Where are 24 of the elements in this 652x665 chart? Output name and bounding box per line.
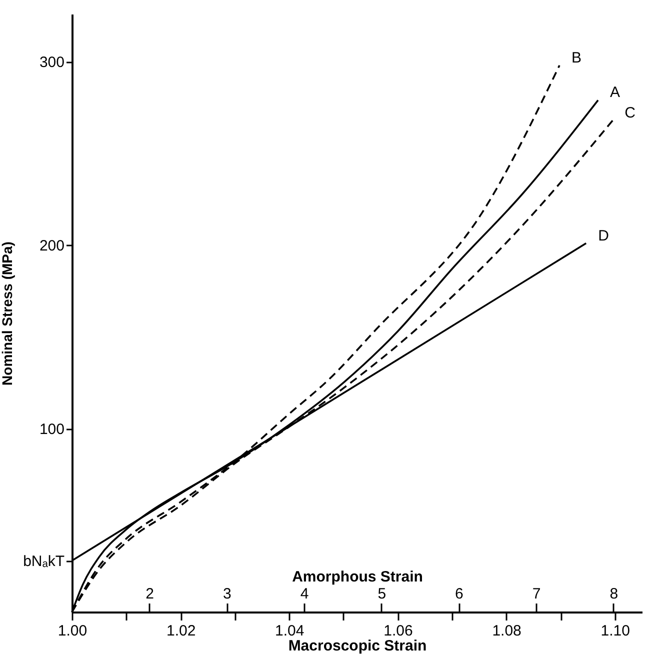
series-label: A — [610, 84, 620, 102]
x-tick-label: 1.10 — [600, 622, 630, 640]
x2-tick-label: 5 — [378, 586, 386, 602]
x-tick-label: 1.02 — [166, 622, 196, 640]
x2-tick-label: 4 — [300, 586, 309, 602]
x2-tick-label: 8 — [610, 586, 618, 602]
x-tick-label: 1.00 — [58, 622, 88, 640]
x2-tick-label: 2 — [146, 586, 154, 602]
x-tick-label: 1.08 — [492, 622, 522, 640]
y-axis-title: Nominal Stress (MPa) — [0, 242, 16, 386]
x-tick-label: 1.04 — [275, 622, 304, 640]
series-label: B — [571, 49, 582, 66]
series-label: C — [624, 104, 636, 122]
x-axis-title: Macroscopic Strain — [288, 638, 427, 654]
x2-tick-label: 3 — [223, 586, 232, 602]
x2-tick-label: 6 — [455, 586, 464, 602]
x-tick-label: 1.06 — [384, 622, 413, 640]
y-tick-label: 200 — [39, 238, 64, 255]
y-tick-label: 300 — [39, 54, 64, 72]
x2-tick-label: 7 — [532, 586, 541, 602]
y-tick-label: bNₐkT — [23, 553, 64, 570]
series-label: D — [598, 227, 610, 244]
y-tick-label: 100 — [39, 421, 64, 438]
x2-axis-title: Amorphous Strain — [292, 568, 423, 586]
